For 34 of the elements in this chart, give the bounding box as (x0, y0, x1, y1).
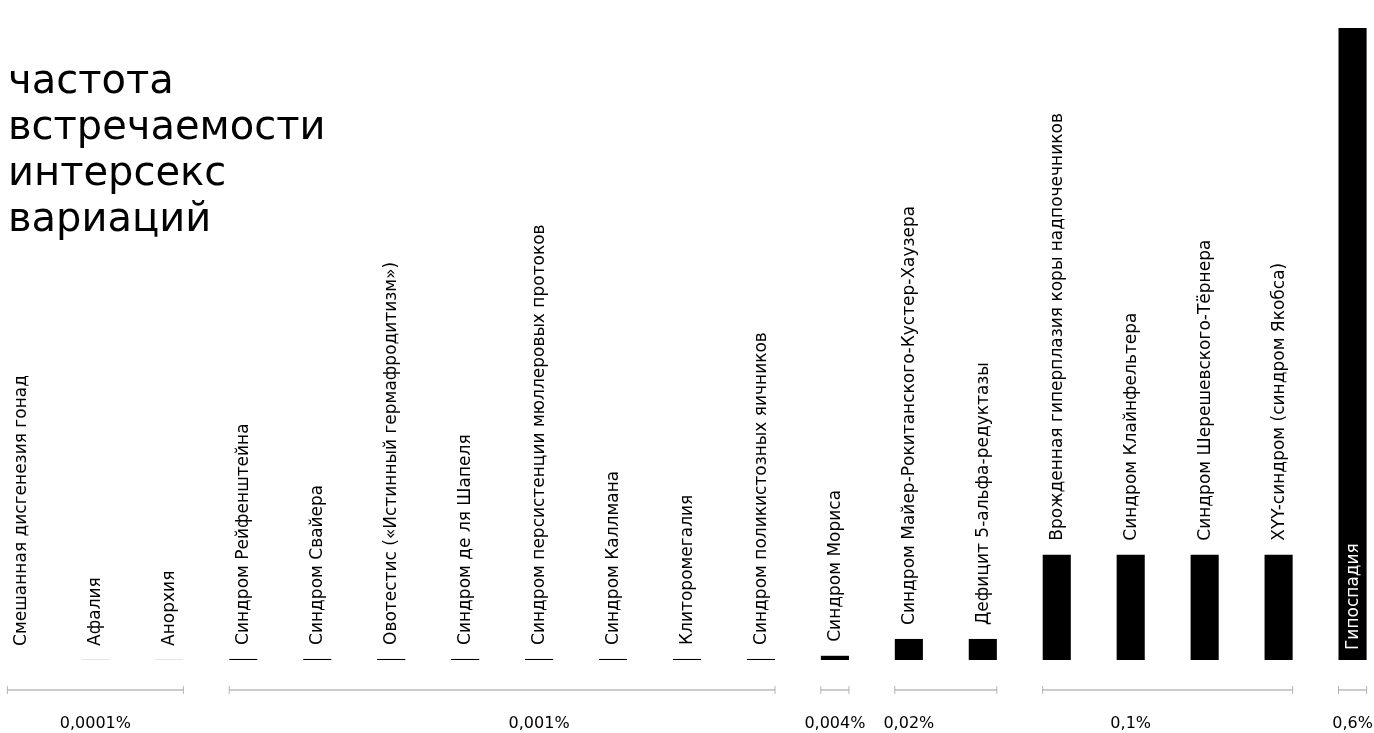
x-tick-label: XYY-синдром (синдром Якобса) (1267, 262, 1288, 541)
x-tick-label: Анорхия (158, 570, 179, 646)
data-label: 0,004% (804, 713, 866, 732)
data-label: 0,0001% (59, 713, 131, 732)
x-tick-label: Синдром Мориса (823, 489, 844, 642)
x-tick-label: Клиторомегалия (676, 494, 696, 645)
x-tick-label: Смешанная дисгенезия гонад (10, 375, 31, 646)
data-label: 0,001% (508, 713, 570, 732)
x-tick-label: Афалия (84, 577, 105, 646)
x-tick-label: Синдром Шерешевского-Тёрнера (1193, 239, 1214, 541)
bar (1264, 554, 1293, 660)
x-tick-label: Синдром де ля Шапеля (454, 434, 475, 645)
x-tick-label: Синдром поликистозных яичников (749, 332, 770, 645)
bar (1338, 28, 1367, 660)
text: частота встречаемости интерсекс вариаций (8, 56, 326, 240)
x-tick-label: Гипоспадия (1341, 543, 1362, 650)
x-tick-label: Синдром персистенции мюллеровых протоков (528, 224, 549, 645)
x-tick-label: Синдром Майер-Рокитанского-Кустер-Хаузера (897, 205, 918, 625)
data-label: 0,6% (1332, 713, 1373, 732)
x-tick-label: Синдром Каллмана (602, 470, 623, 645)
data-label: 0,02% (883, 713, 935, 732)
data-label: 0,1% (1110, 713, 1152, 732)
x-tick-label: Синдром Клайнфельтера (1119, 312, 1140, 541)
bar (820, 655, 849, 660)
x-tick-label: Врожденная гиперплазия коры надпочечников (1045, 113, 1066, 541)
bar (1042, 554, 1071, 660)
x-tick-label: Синдром Свайера (306, 484, 327, 645)
x-tick-label: Синдром Рейфенштейна (232, 423, 253, 645)
bar (968, 638, 997, 660)
bar (894, 638, 923, 660)
x-tick-label: Дефицит 5-альфа-редуктазы (971, 362, 992, 625)
x-tick-label: Овотестис («Истинный гермафродитизм») (380, 261, 401, 645)
bar (1190, 554, 1219, 660)
bar (1116, 554, 1145, 660)
